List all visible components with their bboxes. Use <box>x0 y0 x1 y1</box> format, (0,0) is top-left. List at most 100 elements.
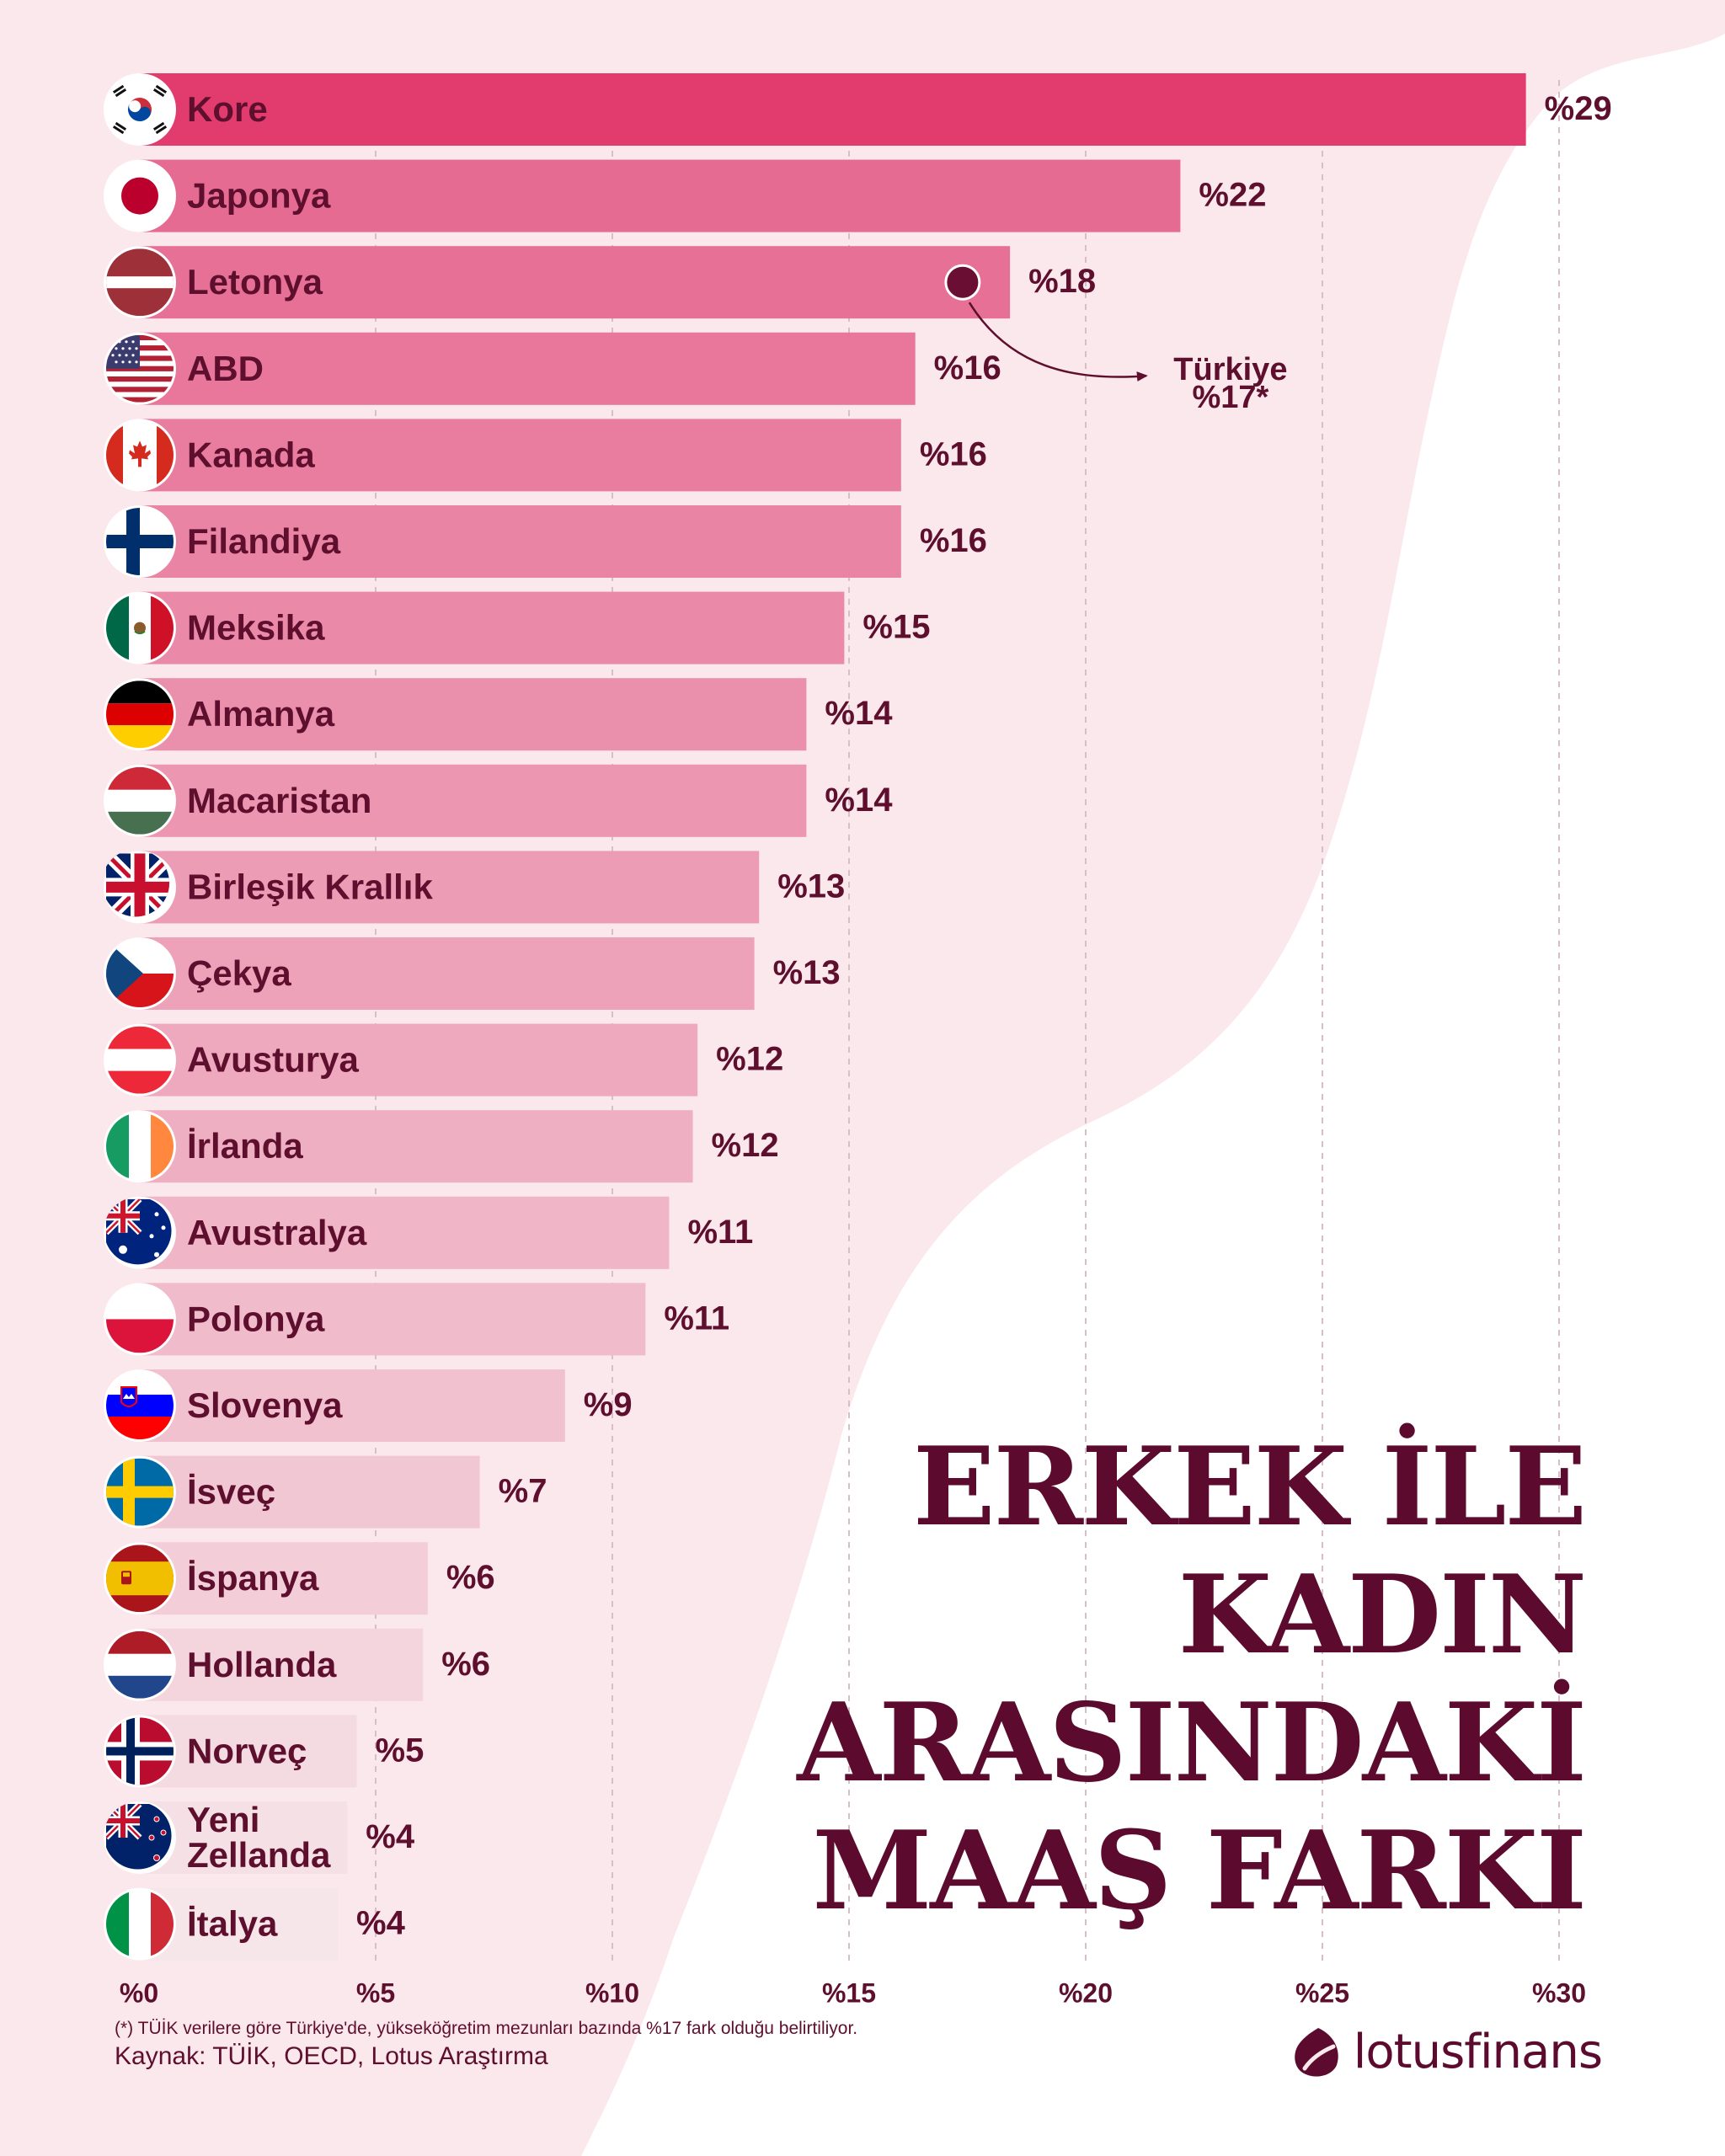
bar <box>139 419 901 492</box>
bar <box>139 73 1526 146</box>
data-label: %7 <box>499 1473 547 1510</box>
netherlands-flag-icon <box>106 1631 174 1699</box>
x-tick-label: %15 <box>822 1978 876 2009</box>
latvia-flag-icon <box>106 248 174 316</box>
x-tick-label: %25 <box>1295 1978 1349 2009</box>
lotus-leaf-icon <box>1295 2027 1338 2077</box>
category-label: Kanada <box>187 435 315 474</box>
spain-flag-icon <box>106 1545 174 1612</box>
hungary-flag-icon <box>106 767 174 835</box>
category-label: Polonya <box>187 1299 325 1338</box>
bar <box>139 1023 698 1097</box>
usa-flag-icon <box>106 335 174 403</box>
category-label: Letonya <box>187 262 323 302</box>
category-label: İsveç <box>187 1472 275 1512</box>
x-tick-label: %20 <box>1059 1978 1113 2009</box>
data-label: %12 <box>716 1041 783 1078</box>
bar <box>139 1369 565 1442</box>
bar <box>139 1455 480 1529</box>
bar <box>139 159 1181 232</box>
data-label: %22 <box>1199 177 1266 214</box>
data-label: %11 <box>664 1299 729 1337</box>
category-label: Norveç <box>187 1731 307 1770</box>
data-label: %29 <box>1545 90 1612 127</box>
category-label: Çekya <box>187 953 291 993</box>
source-note: Kaynak: TÜİK, OECD, Lotus Araştırma <box>115 2042 548 2070</box>
category-label: Avusturya <box>187 1040 359 1080</box>
category-label: Avustralya <box>187 1213 367 1252</box>
headline-line-1: ERKEK İLE <box>913 1424 1587 1550</box>
austria-flag-icon <box>106 1027 174 1094</box>
data-label: %5 <box>376 1732 425 1769</box>
data-label: %12 <box>712 1127 779 1164</box>
bar <box>139 1542 428 1615</box>
bar <box>139 851 760 924</box>
category-label: İrlanda <box>187 1126 303 1166</box>
bar <box>139 937 755 1010</box>
bar <box>139 764 807 837</box>
data-label: %16 <box>920 435 987 472</box>
data-label: %16 <box>920 522 987 559</box>
category-label: Meksika <box>187 608 325 648</box>
footnote: (*) TÜİK verilere göre Türkiye'de, yükse… <box>115 2019 858 2038</box>
data-label: %11 <box>687 1214 753 1251</box>
category-label: ABD <box>187 349 264 388</box>
norway-flag-icon <box>106 1717 174 1785</box>
category-label: Slovenya <box>187 1385 343 1425</box>
category-label: Japonya <box>187 176 331 216</box>
data-label: %15 <box>862 609 930 646</box>
bar <box>139 1283 646 1356</box>
x-tick-label: %0 <box>120 1978 158 2009</box>
data-label: %6 <box>441 1646 490 1683</box>
canada-flag-icon <box>106 421 174 488</box>
category-label: Almanya <box>187 694 335 734</box>
bar <box>139 505 901 578</box>
data-label: %18 <box>1028 263 1096 300</box>
data-label: %4 <box>356 1905 406 1942</box>
italy-flag-icon <box>106 1891 174 1958</box>
turkiye-arrow <box>968 302 1148 382</box>
data-label: %4 <box>366 1818 415 1855</box>
turkiye-marker <box>944 264 981 301</box>
headline-line-4: MAAŞ FARKI <box>812 1808 1588 1935</box>
data-label: %14 <box>825 695 893 732</box>
czechia-flag-icon <box>106 940 174 1007</box>
data-label: %6 <box>446 1559 495 1596</box>
headline-line-3: ARASINDAKİ <box>797 1680 1587 1806</box>
poland-flag-icon <box>106 1285 174 1353</box>
data-label: %14 <box>825 782 893 819</box>
headline: ERKEK İLE KADIN ARASINDAKİ MAAŞ FARKI <box>659 1423 1588 1935</box>
ireland-flag-icon <box>106 1113 174 1180</box>
bar <box>139 1628 424 1701</box>
x-tick-label: %10 <box>585 1978 639 2009</box>
category-label: Zellanda <box>187 1835 331 1875</box>
category-label: Hollanda <box>187 1645 337 1684</box>
bar <box>139 678 807 751</box>
category-label: Macaristan <box>187 781 371 820</box>
category-label: Birleşik Krallık <box>187 867 433 906</box>
data-label: %16 <box>934 350 1001 387</box>
south-korea-flag-icon <box>106 76 174 143</box>
sweden-flag-icon <box>106 1459 174 1526</box>
data-label: %13 <box>773 954 841 991</box>
category-label: Yeni <box>187 1800 259 1839</box>
data-label: %13 <box>777 867 845 905</box>
bar <box>139 332 916 405</box>
category-label: Filandiya <box>187 521 341 561</box>
x-tick-label: %5 <box>356 1978 395 2009</box>
japan-flag-icon <box>106 163 174 230</box>
data-label: %9 <box>584 1386 633 1423</box>
category-label: İspanya <box>187 1558 319 1598</box>
turkiye-label: Türkiye <box>1173 352 1287 387</box>
turkiye-value-label: %17* <box>1192 380 1268 415</box>
category-label: Kore <box>187 89 268 129</box>
bar <box>139 1196 670 1269</box>
bar <box>139 1110 693 1183</box>
category-label: İtalya <box>187 1904 278 1944</box>
brand-name: lotusfinans <box>1353 2025 1603 2079</box>
germany-flag-icon <box>106 680 174 748</box>
bar <box>139 591 845 664</box>
mexico-flag-icon <box>106 595 174 662</box>
